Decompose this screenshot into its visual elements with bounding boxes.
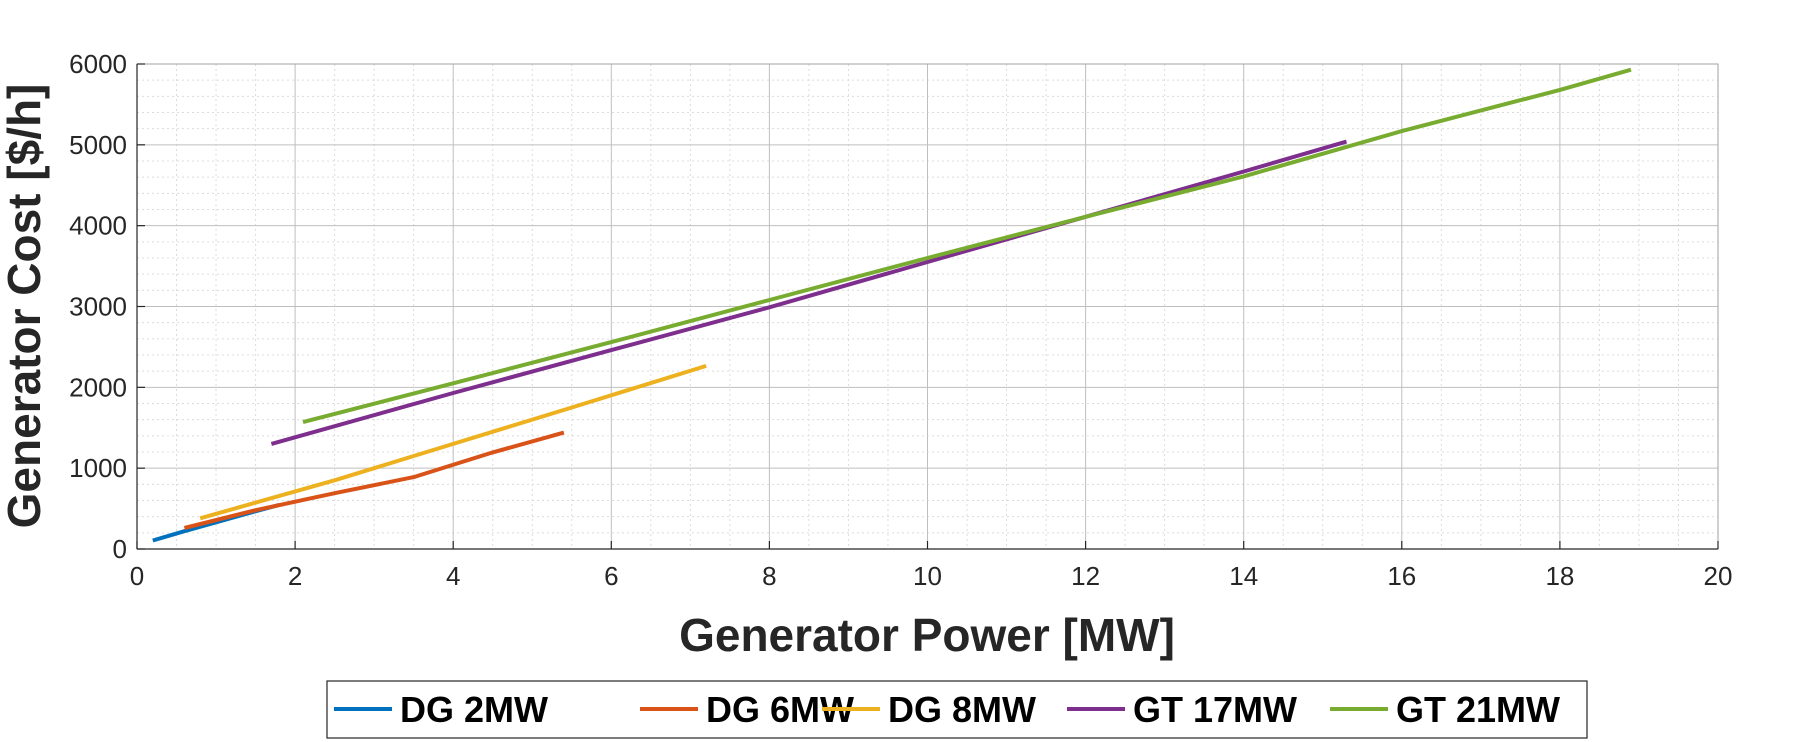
- series-line: [302, 67, 1632, 425]
- y-axis-title: Generator Cost [$/h]: [0, 84, 50, 529]
- x-axis-title: Generator Power [MW]: [679, 609, 1175, 661]
- axes: [136, 63, 1719, 550]
- x-tick-labels: 0 2 4 6 8 10 12 14 16 18 20: [130, 561, 1733, 591]
- y-tick-label: 2000: [69, 372, 127, 402]
- y-tick-labels: 0 1000 2000 3000 4000 5000 6000: [69, 49, 127, 564]
- y-tick-label: 4000: [69, 211, 127, 241]
- series-line: [183, 430, 565, 530]
- x-tick-label: 8: [762, 561, 776, 591]
- legend: DG 2MW DG 6MW DG 8MW GT 17MW GT 21MW: [326, 680, 1588, 739]
- y-tick-label: 0: [113, 534, 127, 564]
- x-tick-label: 20: [1704, 561, 1733, 591]
- x-tick-label: 0: [130, 561, 144, 591]
- series-line: [270, 139, 1348, 446]
- legend-label: GT 17MW: [1133, 689, 1297, 730]
- legend-label: GT 21MW: [1396, 689, 1560, 730]
- y-tick-label: 5000: [69, 130, 127, 160]
- series-line: [199, 363, 707, 521]
- x-tick-label: 16: [1387, 561, 1416, 591]
- legend-label: DG 8MW: [888, 689, 1036, 730]
- series-lines: [152, 67, 1632, 543]
- x-tick-label: 4: [446, 561, 460, 591]
- x-tick-label: 14: [1229, 561, 1258, 591]
- y-tick-label: 6000: [69, 49, 127, 79]
- x-tick-label: 12: [1071, 561, 1100, 591]
- legend-label: DG 2MW: [400, 689, 548, 730]
- x-tick-label: 2: [288, 561, 302, 591]
- y-tick-label: 1000: [69, 453, 127, 483]
- x-tick-label: 6: [604, 561, 618, 591]
- y-tick-label: 3000: [69, 292, 127, 322]
- x-tick-label: 10: [913, 561, 942, 591]
- x-tick-label: 18: [1545, 561, 1574, 591]
